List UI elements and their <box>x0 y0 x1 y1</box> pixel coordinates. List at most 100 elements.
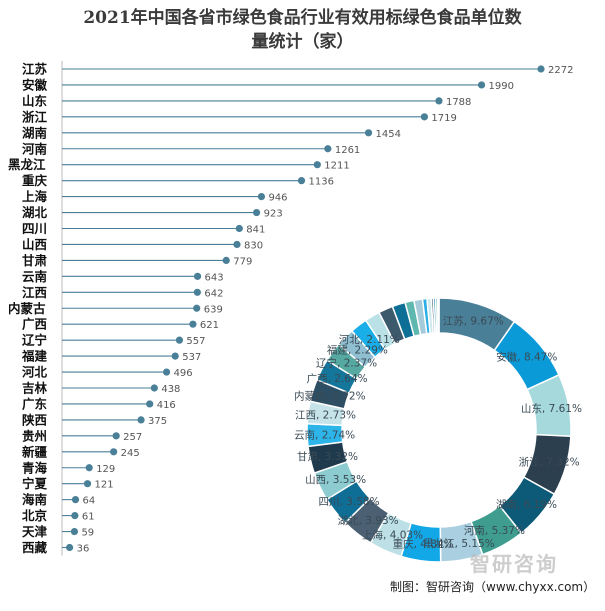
slice-label: 上海, 4.03% <box>362 529 423 542</box>
value-label: 639 <box>204 304 223 315</box>
lollipop-dot <box>257 193 266 201</box>
category-label: 江西 <box>22 285 47 300</box>
value-label: 923 <box>264 209 283 220</box>
lollipop-dot <box>420 113 429 121</box>
category-label: 新疆 <box>22 444 48 459</box>
slice-label: 甘肃, 3.32% <box>297 450 358 463</box>
lollipop-dot <box>435 97 443 105</box>
value-label: 621 <box>200 320 219 331</box>
category-label: 浙江 <box>22 109 48 124</box>
lollipop-dot <box>313 161 321 169</box>
category-label: 北京 <box>22 508 48 523</box>
category-label: 广东 <box>22 396 48 411</box>
value-label: 64 <box>82 496 95 507</box>
category-label: 海南 <box>22 492 48 507</box>
category-label: 吉林 <box>22 381 48 396</box>
value-label: 841 <box>246 225 265 236</box>
value-label: 946 <box>268 193 287 204</box>
slice-label: 湖北, 3.93% <box>338 515 399 527</box>
value-label: 129 <box>96 464 115 475</box>
category-label: 河北 <box>22 365 48 380</box>
value-label: 416 <box>157 400 176 411</box>
category-label: 河南 <box>22 141 48 156</box>
value-label: 2272 <box>548 65 573 76</box>
lollipop-dot <box>235 224 243 233</box>
category-label: 云南 <box>22 269 48 284</box>
category-label: 陕西 <box>22 412 47 427</box>
value-label: 1788 <box>446 97 471 108</box>
lollipop-dot <box>193 272 202 280</box>
lollipop-dot <box>252 208 261 217</box>
lollipop-dot <box>537 65 545 73</box>
category-label: 天津 <box>22 524 48 539</box>
lollipop-dot <box>83 480 92 488</box>
slice-label: 湖南, 6.19% <box>496 498 557 511</box>
value-label: 537 <box>182 352 201 363</box>
category-label: 山西 <box>22 237 47 252</box>
lollipop-dot <box>146 400 154 408</box>
category-label: 西藏 <box>22 540 48 555</box>
donut-slice <box>436 297 440 334</box>
slice-label: 辽宁, 2.37% <box>316 356 377 369</box>
category-label: 辽宁 <box>22 333 47 348</box>
lollipop-dot <box>65 543 74 552</box>
value-label: 830 <box>244 240 263 251</box>
value-label: 1990 <box>489 81 514 92</box>
chart-title: 2021年中国各省市绿色食品行业有效用标绿色食品单位数 量统计（家） <box>0 6 605 54</box>
value-label: 557 <box>186 336 205 347</box>
lollipop-dot <box>364 129 373 137</box>
lollipop-dot <box>85 464 93 472</box>
category-label: 重庆 <box>22 173 48 188</box>
lollipop-dot <box>71 511 79 520</box>
value-label: 59 <box>81 528 94 539</box>
value-label: 642 <box>204 288 223 299</box>
category-label: 广西 <box>22 317 47 332</box>
value-label: 375 <box>148 416 167 427</box>
lollipop-chart: 江苏 2272 安徽 1990 山东 1788 浙江 1719 湖南 1454 河南 1261 黑龙江 1… <box>8 61 573 556</box>
lollipop-dot <box>477 81 486 89</box>
slice-label: 安徽, 8.47% <box>496 351 557 364</box>
lollipop-dot <box>71 496 80 504</box>
value-label: 257 <box>123 432 142 443</box>
source-note: 制图：智研咨询（www.chyxx.com） <box>390 580 596 594</box>
lollipop-dot <box>193 304 201 312</box>
chart-title-line-2: 量统计（家） <box>251 32 354 52</box>
donut-chart: 江苏, 9.67% 安徽, 8.47% 山东, 7.61% 浙江, 7.32% 湖南, … <box>294 297 582 563</box>
value-label: 1719 <box>431 113 456 124</box>
slice-label: 内蒙古, 2.72% <box>294 390 366 403</box>
slice-label: 江苏, 9.67% <box>443 315 504 328</box>
value-label: 1211 <box>324 161 349 172</box>
category-label: 湖南 <box>22 125 48 140</box>
lollipop-dot <box>110 448 118 456</box>
category-label: 安徽 <box>22 77 48 92</box>
category-label: 青海 <box>22 460 48 475</box>
slice-label: 广西, 2.64% <box>307 373 368 385</box>
value-label: 1454 <box>376 129 401 140</box>
slice-label: 重庆, 4.84% <box>393 537 454 550</box>
lollipop-dot <box>70 527 79 536</box>
category-label: 贵州 <box>22 428 47 443</box>
lollipop-dot <box>150 384 158 392</box>
lollipop-dot <box>193 288 201 296</box>
watermark-logo: 智研咨询 <box>470 552 558 576</box>
slice-label: 福建, 2.29% <box>327 344 388 357</box>
category-label: 湖北 <box>22 205 48 220</box>
value-label: 496 <box>174 368 193 379</box>
slice-label: 浙江, 7.32% <box>519 456 580 468</box>
slice-label: 山东, 7.61% <box>521 402 582 415</box>
lollipop-dot <box>189 320 197 328</box>
lollipop-dot <box>324 145 332 153</box>
category-label: 江苏 <box>22 62 48 77</box>
category-label: 甘肃 <box>22 253 48 268</box>
category-label: 福建 <box>21 349 48 364</box>
slice-label: 江西, 2.73% <box>295 410 356 422</box>
lollipop-dot <box>175 336 184 344</box>
slice-label: 四川, 3.58% <box>319 496 380 508</box>
lollipop-dot <box>112 432 120 440</box>
value-label: 779 <box>233 256 252 267</box>
value-label: 438 <box>161 384 180 395</box>
category-label: 四川 <box>22 221 47 236</box>
lollipop-dot <box>222 256 230 264</box>
slice-label: 云南, 2.74% <box>294 428 355 441</box>
